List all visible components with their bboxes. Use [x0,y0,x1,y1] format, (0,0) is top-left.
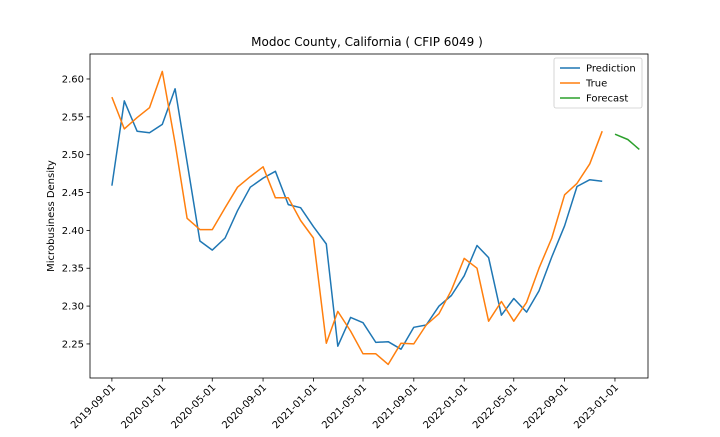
y-tick-label: 2.35 [62,264,84,275]
y-tick-label: 2.40 [62,226,84,237]
x-tick-label: 2021-01-01 [271,382,320,431]
y-tick-label: 2.50 [62,150,84,161]
x-tick-label: 2023-01-01 [572,382,621,431]
y-tick-label: 2.25 [62,339,84,350]
series-line-forecast [614,133,640,150]
y-tick-label: 2.45 [62,188,84,199]
legend-label-prediction: Prediction [586,64,636,75]
legend-box [553,57,643,109]
legend-label-forecast: Forecast [586,94,628,105]
y-axis-label: Microbusiness Density [46,160,57,272]
x-tick-label: 2021-09-01 [371,382,420,431]
x-tick-label: 2022-01-01 [421,382,470,431]
y-tick-label: 2.55 [62,112,84,123]
x-tick-label: 2021-05-01 [320,382,369,431]
chart-title: Modoc County, California ( CFIP 6049 ) [251,35,483,49]
y-tick-label: 2.60 [62,74,84,85]
x-tick-label: 2020-01-01 [120,382,169,431]
x-tick-label: 2022-05-01 [471,382,520,431]
y-tick-label: 2.30 [62,302,84,313]
series-line-prediction [111,88,603,350]
x-tick-label: 2022-09-01 [522,382,571,431]
x-tick-label: 2019-09-01 [69,382,118,431]
x-tick-label: 2020-09-01 [220,382,269,431]
legend-label-true: True [585,79,607,90]
x-tick-label: 2020-05-01 [169,382,218,431]
series-line-true [111,70,603,366]
plot-frame [89,53,649,379]
